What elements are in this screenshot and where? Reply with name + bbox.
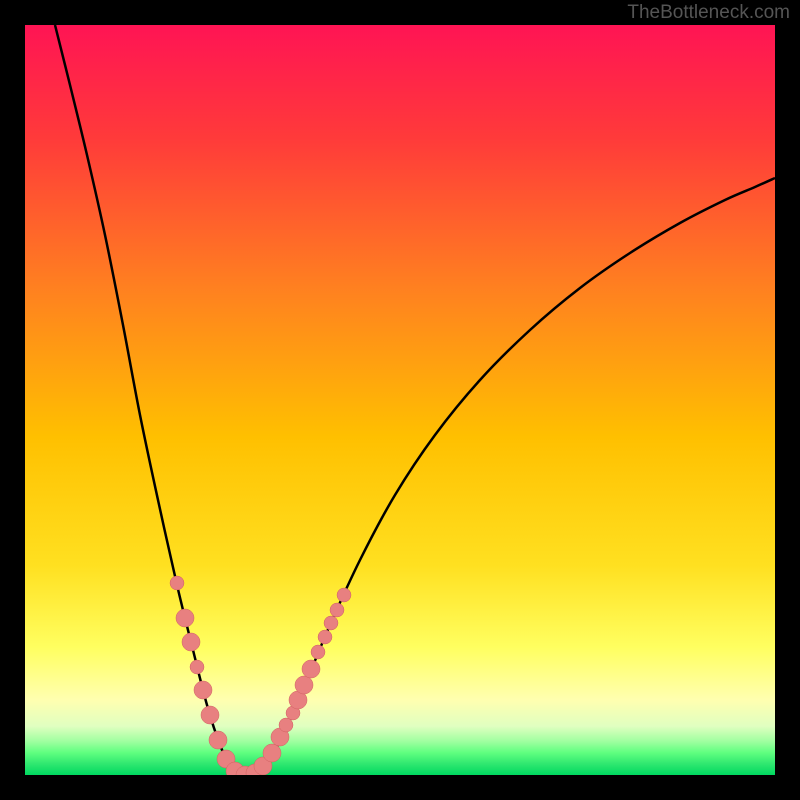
chart-plot-area: [25, 25, 775, 775]
chart-curve: [25, 25, 775, 775]
watermark-text: TheBottleneck.com: [627, 2, 790, 24]
